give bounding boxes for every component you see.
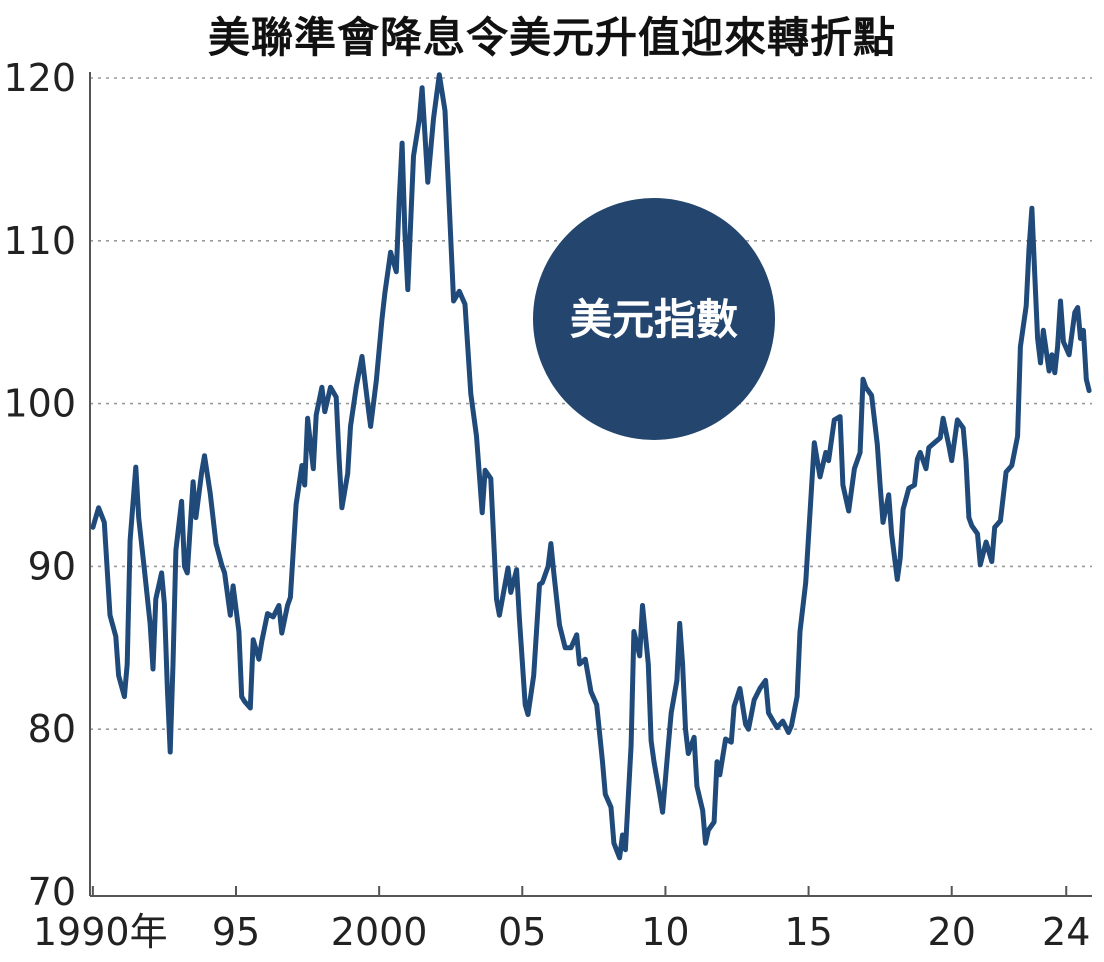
y-tick-labels: 70 80 90 100 110 120 — [3, 56, 76, 914]
grid-lines — [90, 77, 1092, 731]
x-tick-label: 1990年 — [33, 910, 168, 954]
y-tick-label: 120 — [3, 56, 76, 100]
x-tick-label: 24 — [1042, 910, 1090, 954]
x-tick-labels: 1990年 95 2000 05 10 15 20 24 — [33, 886, 1090, 954]
x-tick-label: 15 — [784, 910, 832, 954]
x-tick-label: 2000 — [331, 910, 428, 954]
y-tick-label: 90 — [28, 544, 76, 588]
y-tick-label: 100 — [3, 382, 76, 426]
x-tick-label: 05 — [498, 910, 546, 954]
x-tick-label: 95 — [212, 910, 260, 954]
y-tick-label: 70 — [28, 870, 76, 914]
series-label: 美元指數 — [570, 295, 738, 344]
chart-title: 美聯準會降息令美元升值迎來轉折點 — [207, 13, 896, 62]
series-badge: 美元指數 — [533, 198, 775, 440]
x-tick-label: 10 — [641, 910, 689, 954]
y-tick-label: 110 — [3, 219, 76, 263]
x-tick-label: 20 — [928, 910, 976, 954]
series-badge-circle — [533, 198, 775, 440]
y-tick-label: 80 — [28, 707, 76, 751]
dollar-index-line — [90, 72, 1092, 861]
